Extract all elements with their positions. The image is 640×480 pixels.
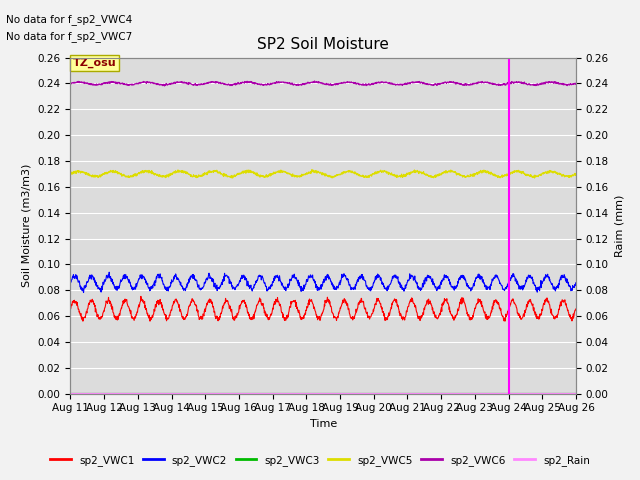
Text: TZ_osu: TZ_osu (73, 58, 116, 68)
Text: No data for f_sp2_VWC4: No data for f_sp2_VWC4 (6, 14, 132, 25)
Y-axis label: Soil Moisture (m3/m3): Soil Moisture (m3/m3) (22, 164, 32, 288)
Y-axis label: Raim (mm): Raim (mm) (614, 194, 625, 257)
Title: SP2 Soil Moisture: SP2 Soil Moisture (257, 37, 389, 52)
Legend: sp2_VWC1, sp2_VWC2, sp2_VWC3, sp2_VWC5, sp2_VWC6, sp2_Rain: sp2_VWC1, sp2_VWC2, sp2_VWC3, sp2_VWC5, … (45, 451, 595, 470)
X-axis label: Time: Time (310, 419, 337, 429)
Text: No data for f_sp2_VWC7: No data for f_sp2_VWC7 (6, 31, 132, 42)
